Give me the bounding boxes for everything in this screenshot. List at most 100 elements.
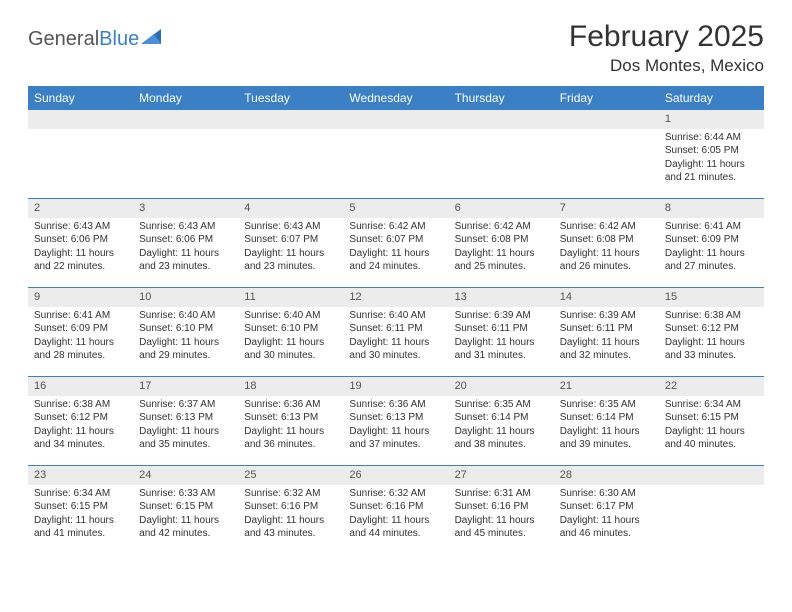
day-number bbox=[238, 110, 343, 129]
calendar-day-cell: 12Sunrise: 6:40 AMSunset: 6:11 PMDayligh… bbox=[343, 288, 448, 377]
calendar-day-cell: 9Sunrise: 6:41 AMSunset: 6:09 PMDaylight… bbox=[28, 288, 133, 377]
calendar-week-row: 23Sunrise: 6:34 AMSunset: 6:15 PMDayligh… bbox=[28, 466, 764, 555]
daylight-line: Daylight: 11 hours and 46 minutes. bbox=[560, 514, 653, 541]
calendar-day-cell: 10Sunrise: 6:40 AMSunset: 6:10 PMDayligh… bbox=[133, 288, 238, 377]
calendar-day-cell: 20Sunrise: 6:35 AMSunset: 6:14 PMDayligh… bbox=[449, 377, 554, 466]
sunrise-line: Sunrise: 6:38 AM bbox=[665, 309, 758, 323]
day-details: Sunrise: 6:36 AMSunset: 6:13 PMDaylight:… bbox=[343, 396, 448, 456]
day-details: Sunrise: 6:36 AMSunset: 6:13 PMDaylight:… bbox=[238, 396, 343, 456]
daylight-line: Daylight: 11 hours and 37 minutes. bbox=[349, 425, 442, 452]
sunset-line: Sunset: 6:15 PM bbox=[665, 411, 758, 425]
calendar-day-cell: 2Sunrise: 6:43 AMSunset: 6:06 PMDaylight… bbox=[28, 199, 133, 288]
day-number bbox=[28, 110, 133, 129]
calendar-day-cell: 3Sunrise: 6:43 AMSunset: 6:06 PMDaylight… bbox=[133, 199, 238, 288]
daylight-line: Daylight: 11 hours and 22 minutes. bbox=[34, 247, 127, 274]
day-number: 15 bbox=[659, 288, 764, 307]
sunrise-line: Sunrise: 6:38 AM bbox=[34, 398, 127, 412]
sunrise-line: Sunrise: 6:40 AM bbox=[244, 309, 337, 323]
sunrise-line: Sunrise: 6:36 AM bbox=[349, 398, 442, 412]
day-details: Sunrise: 6:40 AMSunset: 6:10 PMDaylight:… bbox=[133, 307, 238, 367]
calendar-day-cell: 23Sunrise: 6:34 AMSunset: 6:15 PMDayligh… bbox=[28, 466, 133, 555]
calendar-week-row: 16Sunrise: 6:38 AMSunset: 6:12 PMDayligh… bbox=[28, 377, 764, 466]
sunrise-line: Sunrise: 6:43 AM bbox=[244, 220, 337, 234]
calendar-day-cell bbox=[449, 110, 554, 199]
day-details: Sunrise: 6:34 AMSunset: 6:15 PMDaylight:… bbox=[28, 485, 133, 545]
sunset-line: Sunset: 6:16 PM bbox=[244, 500, 337, 514]
weekday-heading: Wednesday bbox=[343, 86, 448, 110]
logo-text: GeneralBlue bbox=[28, 28, 139, 51]
weekday-heading: Monday bbox=[133, 86, 238, 110]
day-number: 23 bbox=[28, 466, 133, 485]
sunset-line: Sunset: 6:12 PM bbox=[34, 411, 127, 425]
calendar-week-row: 1Sunrise: 6:44 AMSunset: 6:05 PMDaylight… bbox=[28, 110, 764, 199]
day-details: Sunrise: 6:40 AMSunset: 6:10 PMDaylight:… bbox=[238, 307, 343, 367]
calendar-day-cell: 13Sunrise: 6:39 AMSunset: 6:11 PMDayligh… bbox=[449, 288, 554, 377]
sunrise-line: Sunrise: 6:40 AM bbox=[349, 309, 442, 323]
title-block: February 2025 Dos Montes, Mexico bbox=[569, 20, 764, 76]
sunrise-line: Sunrise: 6:44 AM bbox=[665, 131, 758, 145]
sunrise-line: Sunrise: 6:42 AM bbox=[349, 220, 442, 234]
calendar-day-cell bbox=[28, 110, 133, 199]
weekday-header: SundayMondayTuesdayWednesdayThursdayFrid… bbox=[28, 86, 764, 110]
day-details: Sunrise: 6:41 AMSunset: 6:09 PMDaylight:… bbox=[659, 218, 764, 278]
day-number: 28 bbox=[554, 466, 659, 485]
sunrise-line: Sunrise: 6:35 AM bbox=[455, 398, 548, 412]
sunrise-line: Sunrise: 6:41 AM bbox=[34, 309, 127, 323]
day-details: Sunrise: 6:41 AMSunset: 6:09 PMDaylight:… bbox=[28, 307, 133, 367]
day-details: Sunrise: 6:32 AMSunset: 6:16 PMDaylight:… bbox=[343, 485, 448, 545]
sunrise-line: Sunrise: 6:32 AM bbox=[244, 487, 337, 501]
sunrise-line: Sunrise: 6:41 AM bbox=[665, 220, 758, 234]
calendar-day-cell bbox=[343, 110, 448, 199]
calendar-week-row: 2Sunrise: 6:43 AMSunset: 6:06 PMDaylight… bbox=[28, 199, 764, 288]
day-number bbox=[659, 466, 764, 485]
day-details: Sunrise: 6:37 AMSunset: 6:13 PMDaylight:… bbox=[133, 396, 238, 456]
calendar-day-cell: 18Sunrise: 6:36 AMSunset: 6:13 PMDayligh… bbox=[238, 377, 343, 466]
day-number: 27 bbox=[449, 466, 554, 485]
day-number: 14 bbox=[554, 288, 659, 307]
calendar-day-cell bbox=[554, 110, 659, 199]
daylight-line: Daylight: 11 hours and 43 minutes. bbox=[244, 514, 337, 541]
calendar-day-cell: 26Sunrise: 6:32 AMSunset: 6:16 PMDayligh… bbox=[343, 466, 448, 555]
day-number bbox=[133, 110, 238, 129]
day-number bbox=[449, 110, 554, 129]
sunset-line: Sunset: 6:13 PM bbox=[244, 411, 337, 425]
sunrise-line: Sunrise: 6:32 AM bbox=[349, 487, 442, 501]
sunset-line: Sunset: 6:17 PM bbox=[560, 500, 653, 514]
logo-part2: Blue bbox=[99, 28, 139, 50]
location: Dos Montes, Mexico bbox=[569, 56, 764, 76]
calendar-day-cell: 17Sunrise: 6:37 AMSunset: 6:13 PMDayligh… bbox=[133, 377, 238, 466]
day-details: Sunrise: 6:30 AMSunset: 6:17 PMDaylight:… bbox=[554, 485, 659, 545]
day-details: Sunrise: 6:40 AMSunset: 6:11 PMDaylight:… bbox=[343, 307, 448, 367]
day-details: Sunrise: 6:39 AMSunset: 6:11 PMDaylight:… bbox=[449, 307, 554, 367]
day-details: Sunrise: 6:34 AMSunset: 6:15 PMDaylight:… bbox=[659, 396, 764, 456]
day-number: 25 bbox=[238, 466, 343, 485]
daylight-line: Daylight: 11 hours and 25 minutes. bbox=[455, 247, 548, 274]
sunset-line: Sunset: 6:07 PM bbox=[244, 233, 337, 247]
sunrise-line: Sunrise: 6:42 AM bbox=[560, 220, 653, 234]
sunset-line: Sunset: 6:11 PM bbox=[349, 322, 442, 336]
day-details: Sunrise: 6:35 AMSunset: 6:14 PMDaylight:… bbox=[554, 396, 659, 456]
day-details: Sunrise: 6:43 AMSunset: 6:07 PMDaylight:… bbox=[238, 218, 343, 278]
calendar-day-cell: 24Sunrise: 6:33 AMSunset: 6:15 PMDayligh… bbox=[133, 466, 238, 555]
sunrise-line: Sunrise: 6:39 AM bbox=[455, 309, 548, 323]
calendar-day-cell: 7Sunrise: 6:42 AMSunset: 6:08 PMDaylight… bbox=[554, 199, 659, 288]
day-number: 5 bbox=[343, 199, 448, 218]
day-number: 11 bbox=[238, 288, 343, 307]
daylight-line: Daylight: 11 hours and 21 minutes. bbox=[665, 158, 758, 185]
day-number: 2 bbox=[28, 199, 133, 218]
sunset-line: Sunset: 6:13 PM bbox=[349, 411, 442, 425]
sunrise-line: Sunrise: 6:43 AM bbox=[34, 220, 127, 234]
daylight-line: Daylight: 11 hours and 28 minutes. bbox=[34, 336, 127, 363]
sunset-line: Sunset: 6:12 PM bbox=[665, 322, 758, 336]
calendar-day-cell: 16Sunrise: 6:38 AMSunset: 6:12 PMDayligh… bbox=[28, 377, 133, 466]
weekday-heading: Thursday bbox=[449, 86, 554, 110]
day-details: Sunrise: 6:39 AMSunset: 6:11 PMDaylight:… bbox=[554, 307, 659, 367]
sunrise-line: Sunrise: 6:39 AM bbox=[560, 309, 653, 323]
day-number: 1 bbox=[659, 110, 764, 129]
sunset-line: Sunset: 6:15 PM bbox=[139, 500, 232, 514]
header: GeneralBlue February 2025 Dos Montes, Me… bbox=[28, 20, 764, 76]
calendar-day-cell: 4Sunrise: 6:43 AMSunset: 6:07 PMDaylight… bbox=[238, 199, 343, 288]
calendar-week-row: 9Sunrise: 6:41 AMSunset: 6:09 PMDaylight… bbox=[28, 288, 764, 377]
daylight-line: Daylight: 11 hours and 26 minutes. bbox=[560, 247, 653, 274]
logo: GeneralBlue bbox=[28, 28, 163, 51]
